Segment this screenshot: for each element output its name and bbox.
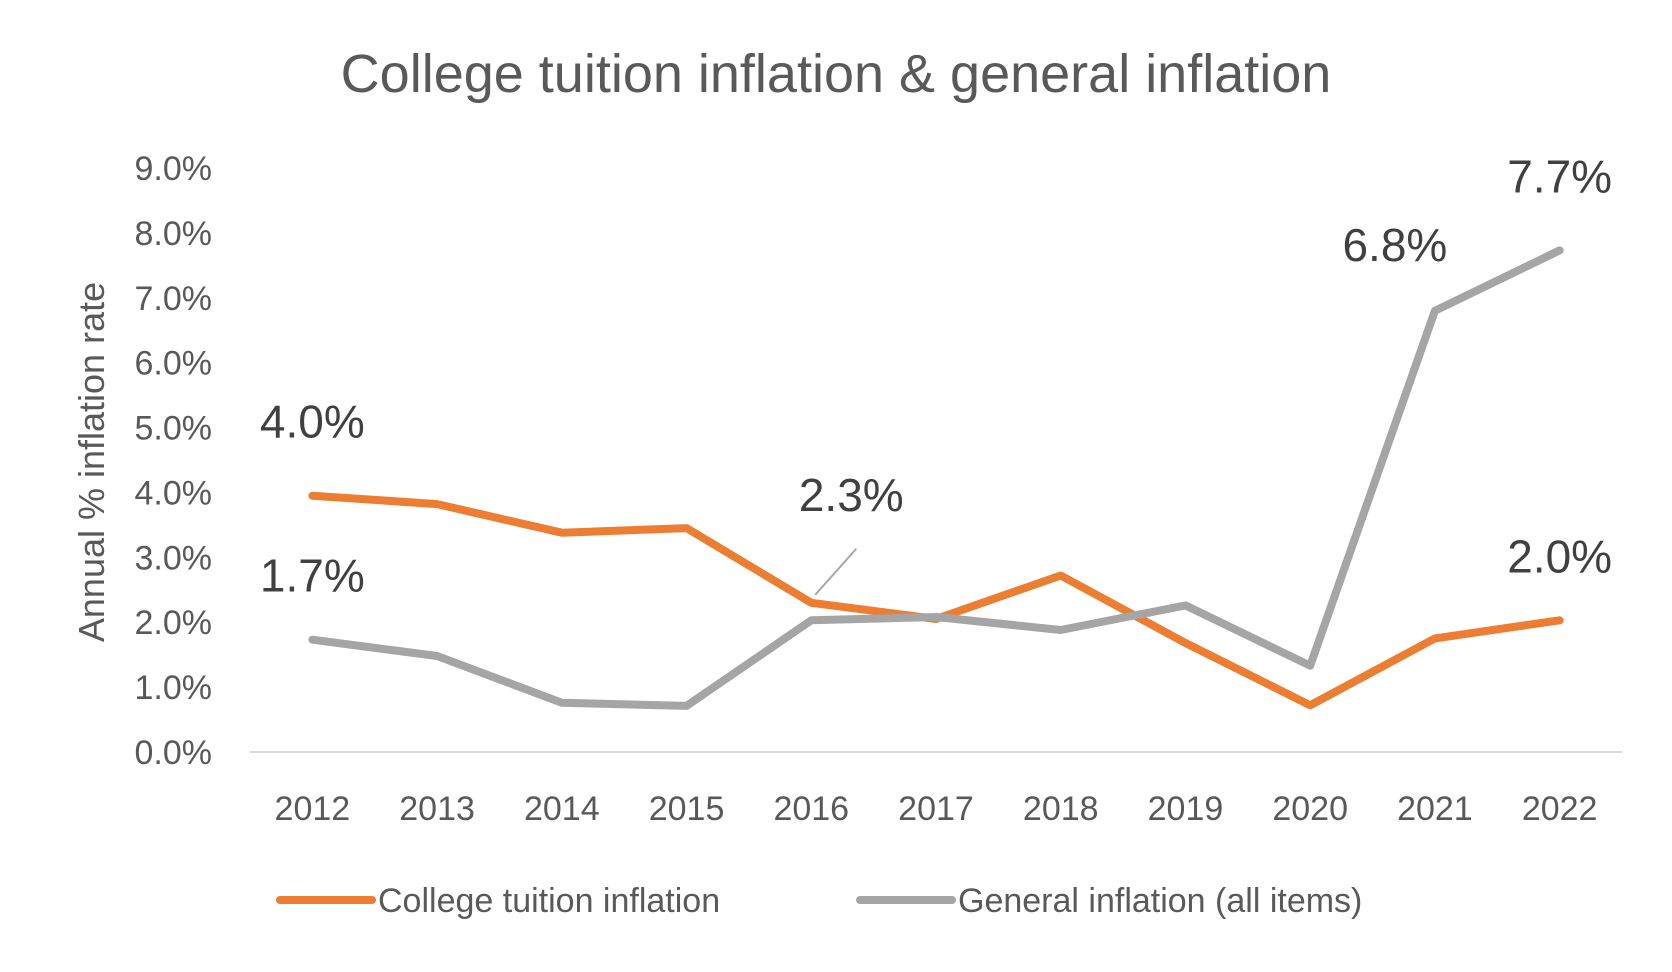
y-tick-label: 3.0%	[135, 539, 213, 577]
legend-label: General inflation (all items)	[958, 882, 1362, 920]
x-tick-labels: 2012 2013 2014 2015 2016 2017 2018 2019 2020 2021…	[275, 790, 1598, 828]
x-tick-label: 2020	[1272, 790, 1348, 828]
data-label: 1.7%	[260, 550, 365, 602]
x-tick-label: 2019	[1148, 790, 1224, 828]
data-label: 2.3%	[799, 469, 904, 521]
y-tick-label: 4.0%	[135, 474, 213, 512]
legend: College tuition inflation General inflati…	[276, 882, 1362, 920]
x-tick-label: 2018	[1023, 790, 1099, 828]
data-label: 7.7%	[1507, 150, 1612, 202]
data-labels: 4.0% 1.7% 2.3% 6.8% 7.7% 2.0%	[260, 150, 1612, 601]
y-tick-labels: 0.0% 1.0% 2.0% 3.0% 4.0% 5.0% 6.0% 7.0% 8.0% 9.0%	[135, 150, 213, 772]
x-tick-label: 2017	[898, 790, 974, 828]
y-tick-label: 1.0%	[135, 669, 213, 707]
y-tick-label: 0.0%	[135, 734, 213, 772]
chart-title: College tuition inflation & general infl…	[341, 44, 1332, 104]
y-tick-label: 2.0%	[135, 604, 213, 642]
y-tick-label: 9.0%	[135, 150, 213, 188]
series-lines	[308, 246, 1564, 710]
data-label: 4.0%	[260, 396, 365, 448]
y-tick-label: 8.0%	[135, 215, 213, 253]
y-tick-label: 6.0%	[135, 345, 213, 383]
x-tick-label: 2016	[773, 790, 849, 828]
x-tick-label: 2015	[649, 790, 725, 828]
x-tick-label: 2012	[275, 790, 351, 828]
series-line-general-inflation	[308, 246, 1564, 710]
data-label-leader-line	[814, 548, 858, 596]
x-tick-label: 2022	[1522, 790, 1598, 828]
x-tick-label: 2014	[524, 790, 600, 828]
x-tick-label: 2021	[1397, 790, 1473, 828]
y-axis-label: Annual % inflation rate	[71, 282, 112, 642]
y-tick-label: 5.0%	[135, 410, 213, 448]
x-tick-label: 2013	[399, 790, 475, 828]
y-tick-label: 7.0%	[135, 280, 213, 318]
legend-label: College tuition inflation	[378, 882, 720, 920]
data-label: 2.0%	[1507, 530, 1612, 582]
data-label: 6.8%	[1342, 219, 1447, 271]
series-line-college-tuition	[308, 491, 1564, 710]
